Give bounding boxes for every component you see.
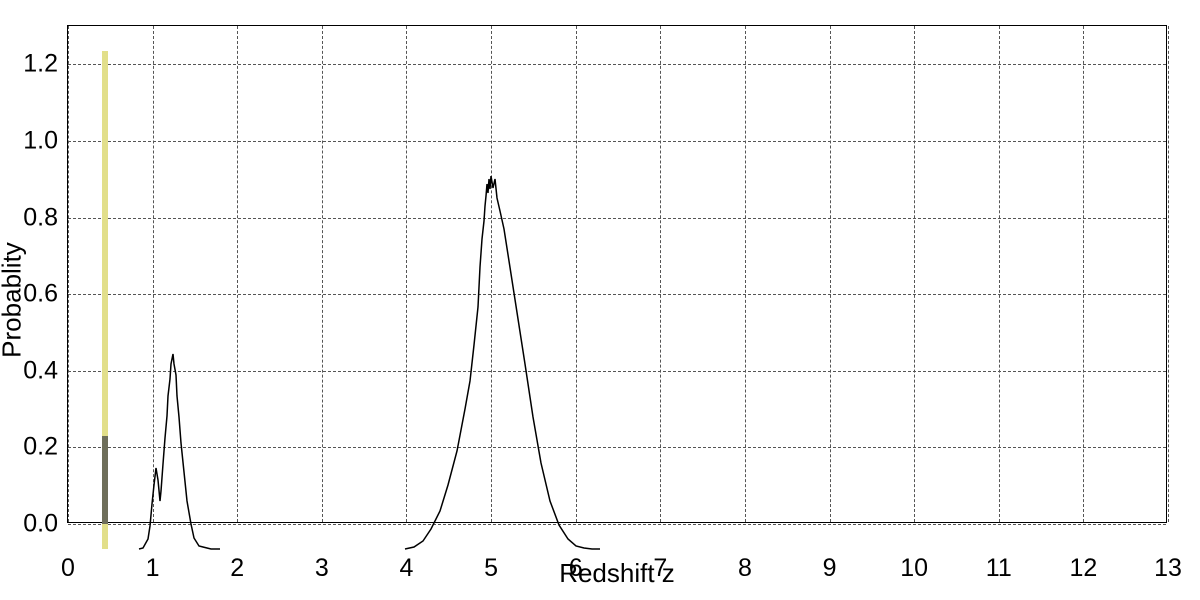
x-tick-label-4: 4 [400,554,414,583]
x-tick-label-0: 0 [61,554,75,583]
x-tick-label-10: 10 [900,554,928,583]
x-tick-label-2: 2 [230,554,244,583]
y-tick-label-0.2: 0.2 [3,433,58,462]
x-tick-label-3: 3 [315,554,329,583]
x-tick-label-9: 9 [823,554,837,583]
distribution-svg [135,51,1200,549]
low-redshift-density-curve [139,354,220,549]
y-tick-label-0: 0.0 [3,510,58,539]
redshift-probability-chart: 0.0 0.2 0.4 0.6 0.8 1.0 1.2 0 1 2 3 4 5 6 7 8 9 10 11 12 13… [0,0,1200,600]
x-tick-label-5: 5 [484,554,498,583]
y-axis-title: Probablity [0,242,28,358]
x-tick-label-8: 8 [738,554,752,583]
x-tick-label-1: 1 [146,554,160,583]
marker-line-overlap [102,436,108,524]
y-tick-label-1: 1.0 [3,126,58,155]
x-tick-label-11: 11 [986,554,1012,583]
y-tick-label-1.2: 1.2 [3,50,58,79]
high-redshift-density-curve [405,176,600,549]
y-tick-label-0.4: 0.4 [3,356,58,385]
x-axis-title: Redshift z [559,558,675,589]
x-tick-label-13: 13 [1154,554,1182,583]
y-tick-label-0.8: 0.8 [3,203,58,232]
x-tick-label-12: 12 [1069,554,1097,583]
plot-area: 0.0 0.2 0.4 0.6 0.8 1.0 1.2 0 1 2 3 4 5 6 7 8 9 10 11 12 13 [67,25,1167,523]
